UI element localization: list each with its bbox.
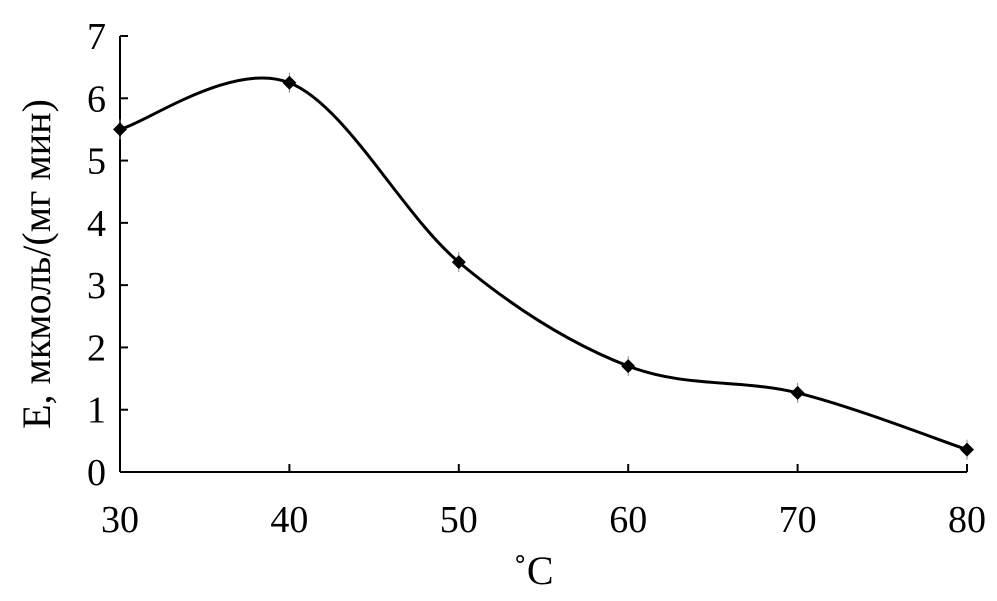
x-axis-title: ˚C	[514, 548, 554, 593]
data-point	[790, 385, 805, 400]
y-axis: 0 1 2 3 4 5 6 7	[87, 16, 128, 494]
y-tick-label: 4	[87, 203, 106, 245]
y-tick-label: 1	[87, 390, 106, 432]
x-tick-label: 70	[779, 499, 817, 541]
y-tick-label: 0	[87, 452, 106, 494]
x-tick-label: 30	[101, 499, 139, 541]
series-line	[119, 76, 968, 451]
y-tick-label: 2	[87, 327, 106, 369]
x-tick-label: 40	[270, 499, 308, 541]
data-point	[960, 442, 974, 457]
data-point	[621, 359, 636, 374]
y-ticks: 0 1 2 3 4 5 6 7	[87, 16, 128, 494]
data-point	[113, 122, 127, 137]
x-tick-label: 50	[440, 499, 478, 541]
error-bars	[119, 72, 968, 460]
y-tick-label: 6	[87, 78, 106, 120]
data-markers	[113, 75, 974, 457]
plot-area	[113, 72, 974, 460]
y-tick-label: 5	[87, 141, 106, 183]
x-tick-label: 80	[948, 499, 986, 541]
x-axis: 30 40 50 60 70 80	[101, 464, 986, 541]
y-tick-label: 3	[87, 265, 106, 307]
data-point	[451, 255, 466, 270]
data-point	[282, 75, 297, 90]
y-axis-title: E, мкмоль/(мг мин)	[14, 99, 59, 429]
x-ticks: 30 40 50 60 70 80	[101, 464, 986, 541]
x-tick-label: 60	[609, 499, 647, 541]
y-tick-label: 7	[87, 16, 106, 58]
